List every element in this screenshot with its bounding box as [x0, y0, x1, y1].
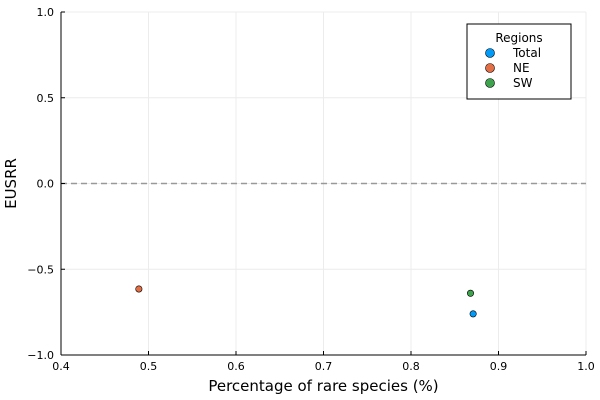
data-points — [135, 285, 477, 318]
y-tick-label: −0.5 — [27, 263, 54, 276]
x-tick-label: 0.7 — [315, 360, 333, 373]
legend-label-sw: SW — [513, 76, 533, 90]
x-tick-label: 1.0 — [577, 360, 595, 373]
tick-labels: 0.4 0.5 0.6 0.7 0.8 0.9 1.0 −1.0 −0.5 0.0 0.5 1.0 — [27, 6, 594, 373]
x-tick-label: 0.6 — [227, 360, 245, 373]
y-axis-label: EUSRR — [2, 158, 20, 209]
x-tick-label: 0.8 — [402, 360, 420, 373]
legend-box — [466, 23, 572, 100]
y-tick-label: −1.0 — [27, 349, 54, 362]
legend-marker-sw — [485, 78, 495, 88]
x-tick-label: 0.4 — [52, 360, 70, 373]
legend-marker-ne — [485, 63, 495, 73]
legend-marker-total — [485, 48, 495, 58]
y-tick-label: 1.0 — [37, 6, 55, 19]
x-axis-label: Percentage of rare species (%) — [208, 377, 438, 395]
y-tick-label: 0.5 — [37, 92, 55, 105]
data-point-sw — [466, 289, 474, 297]
legend-label-ne: NE — [513, 61, 530, 75]
x-tick-label: 0.5 — [140, 360, 158, 373]
legend-title: Regions — [495, 31, 542, 45]
data-point-total — [469, 310, 477, 318]
legend-label-total: Total — [512, 46, 541, 60]
y-tick-label: 0.0 — [37, 178, 55, 191]
data-point-ne — [135, 285, 143, 293]
x-tick-label: 0.9 — [490, 360, 508, 373]
